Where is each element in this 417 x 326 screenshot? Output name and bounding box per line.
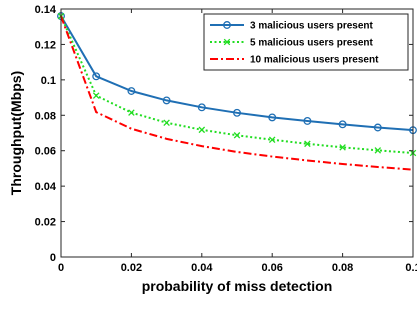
y-tick-label: 0.08 — [35, 110, 56, 122]
legend-label-2: 5 malicious users present — [250, 38, 374, 49]
legend-marker-1 — [223, 21, 231, 29]
y-tick-label: 0.04 — [35, 181, 57, 193]
series-2-point — [374, 147, 382, 154]
series-1-point — [373, 123, 382, 132]
series-1-point — [338, 120, 347, 129]
series-1-point — [268, 113, 277, 122]
y-tick-label: 0.06 — [35, 146, 56, 158]
series-2-point — [233, 132, 241, 139]
series-2-point — [128, 109, 135, 116]
series-layer — [57, 12, 417, 171]
series-1-point — [233, 108, 241, 117]
series-2-point — [304, 140, 311, 148]
y-tick-label: 0 — [50, 252, 56, 264]
series-1-point — [92, 72, 101, 81]
y-tick-label: 0.1 — [41, 75, 56, 87]
series-line-1 — [60, 15, 414, 132]
series-1-point — [303, 117, 312, 125]
series-line-3 — [60, 15, 414, 171]
x-tick-label: 0 — [58, 262, 64, 274]
series-2-point — [198, 126, 206, 134]
series-2-point — [92, 92, 100, 99]
legend: 3 malicious users present 5 malicious use… — [203, 13, 409, 71]
y-axis-label: Throughput(Mbps) — [8, 71, 24, 195]
x-tick-label: 0.08 — [332, 262, 353, 274]
series-1-point — [127, 87, 136, 95]
legend-label-1: 3 malicious users present — [250, 21, 374, 32]
plot-frame — [60, 8, 414, 258]
ticks-layer: 0 0.02 0.04 0.06 0.08 0.1 0 0.02 0.04 0.06 0.08 0.1… — [35, 4, 417, 274]
series-2-point — [163, 119, 170, 126]
x-tick-label: 0.04 — [191, 262, 213, 274]
x-tick-label: 0.02 — [121, 262, 142, 274]
y-tick-label: 0.02 — [35, 217, 56, 229]
series-2-point — [339, 144, 346, 151]
x-axis-label: probability of miss detection — [142, 278, 333, 294]
x-tick-label: 0.1 — [405, 262, 417, 274]
y-tick-label: 0.12 — [35, 39, 56, 51]
series-2-point — [268, 136, 276, 143]
series-1-point — [197, 103, 206, 112]
series-1-point — [162, 96, 171, 105]
legend-marker-2 — [223, 38, 231, 46]
legend-label-3: 10 malicious users present — [250, 55, 379, 66]
y-tick-label: 0.14 — [35, 4, 57, 16]
x-tick-label: 0.06 — [261, 262, 282, 274]
